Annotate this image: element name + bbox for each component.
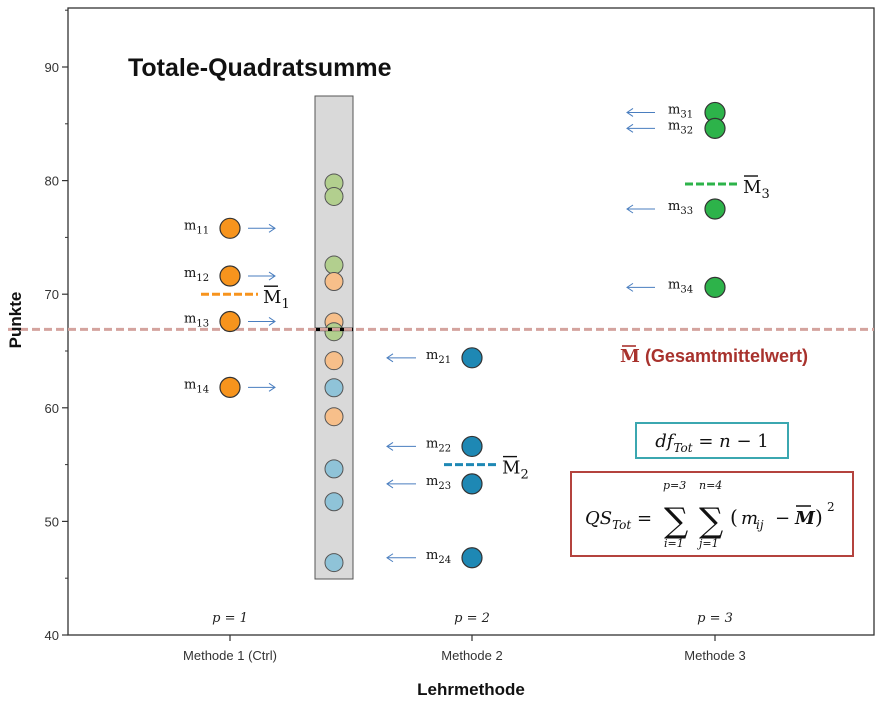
arrow-m31-head	[626, 108, 634, 117]
point-m13	[219, 310, 241, 333]
point-m32	[704, 117, 726, 139]
svg-text:(: (	[730, 505, 738, 529]
y-tick-label-70: 70	[45, 287, 59, 302]
svg-text:m: m	[741, 508, 758, 529]
label-m33: m33	[668, 199, 693, 217]
pooled-point-9	[324, 407, 344, 427]
pooled-point-2	[324, 186, 344, 206]
label-m24: m24	[426, 548, 451, 566]
svg-text:∑: ∑	[699, 501, 723, 541]
plot-frame	[67, 7, 875, 636]
pooled-point-10	[324, 459, 344, 479]
y-tick-label-40: 40	[45, 628, 59, 643]
x-tick-label-1: Methode 1 (Ctrl)	[183, 648, 277, 663]
arrow-m14-head	[268, 382, 276, 392]
label-m22: m22	[426, 436, 451, 454]
mean-label-1: M1	[263, 287, 290, 312]
point-m23	[461, 473, 483, 495]
grand-mean-text: (Gesamtmittelwert)	[640, 346, 808, 366]
svg-text:j=1: j=1	[696, 537, 719, 550]
point-m12	[219, 265, 241, 287]
grand-mean-label: M (Gesamtmittelwert)	[620, 346, 808, 367]
label-m32: m32	[668, 118, 693, 136]
svg-text:M: M	[794, 508, 816, 529]
label-m13: m13	[184, 311, 209, 329]
svg-text:i=1: i=1	[664, 537, 684, 550]
group-label-2: p = 2	[454, 611, 490, 626]
svg-text:2: 2	[827, 500, 835, 514]
point-m33	[704, 198, 726, 220]
arrow-m24-head	[386, 553, 394, 563]
y-axis: 40 50 60 70 80 90	[45, 9, 68, 643]
df-formula: dfTot = n − 1	[655, 431, 768, 455]
pooled-point-8	[324, 378, 344, 398]
arrow-m22-head	[386, 442, 394, 451]
label-m21: m21	[426, 348, 451, 366]
svg-text:ij: ij	[756, 518, 764, 532]
arrow-m11-head	[268, 223, 276, 233]
label-m23: m23	[426, 474, 451, 492]
arrow-m21-head	[386, 353, 394, 363]
pooled-points	[324, 173, 344, 573]
svg-text:n=4: n=4	[699, 479, 722, 492]
pooled-point-7	[324, 351, 344, 371]
x-axis-title: Lehrmethode	[417, 680, 525, 699]
pooled-point-12	[324, 553, 344, 573]
pooled-point-6	[324, 322, 344, 342]
x-tick-label-3: Methode 3	[684, 648, 745, 663]
label-m12: m12	[184, 266, 209, 284]
pooled-point-3	[324, 255, 344, 275]
label-m11: m11	[184, 218, 209, 236]
arrow-m34-head	[626, 282, 634, 292]
y-tick-label-90: 90	[45, 60, 59, 75]
arrow-m12-head	[268, 271, 276, 281]
grand-mean-symbol: M	[620, 346, 640, 367]
svg-text:∑: ∑	[664, 501, 688, 541]
mean-label-3: M3	[743, 177, 770, 202]
group-label-1: p = 1	[212, 611, 248, 626]
label-m14: m14	[184, 377, 209, 395]
qs-formula-box	[570, 471, 854, 557]
label-m31: m31	[668, 102, 693, 120]
point-m14	[219, 376, 241, 398]
svg-text:QSTot =: QSTot =	[585, 508, 652, 532]
svg-text:p=3: p=3	[663, 479, 686, 492]
point-m11	[219, 217, 241, 239]
df-formula-box	[635, 422, 789, 459]
point-m34	[704, 276, 726, 298]
y-tick-label-60: 60	[45, 401, 59, 416]
y-tick-label-80: 80	[45, 174, 59, 189]
svg-text:): )	[815, 505, 823, 529]
point-m24	[461, 547, 483, 569]
mean-label-2: M2	[502, 458, 529, 483]
chart-title: Totale-Quadratsumme	[128, 54, 392, 82]
point-m22	[461, 435, 483, 458]
arrow-m23-head	[386, 479, 394, 489]
arrow-m33-head	[626, 204, 634, 214]
pooled-point-11	[324, 492, 344, 512]
pooled-point-4	[324, 271, 344, 291]
y-tick-label-50: 50	[45, 514, 59, 529]
arrow-m13-head	[268, 317, 276, 326]
svg-text:−: −	[775, 508, 790, 529]
group-label-3: p = 3	[697, 611, 733, 626]
qs-formula: QSTot = p=3 ∑ i=1 n=4 ∑ j=1 ( m ij − M )…	[585, 479, 835, 550]
label-m34: m34	[668, 277, 693, 295]
x-axis: Methode 1 (Ctrl) p = 1 Methode 2 p = 2 Metho…	[183, 611, 746, 663]
point-m21	[461, 347, 483, 369]
x-tick-label-2: Methode 2	[441, 648, 502, 663]
y-axis-title: Punkte	[6, 292, 25, 349]
arrow-m32-head	[626, 123, 634, 133]
